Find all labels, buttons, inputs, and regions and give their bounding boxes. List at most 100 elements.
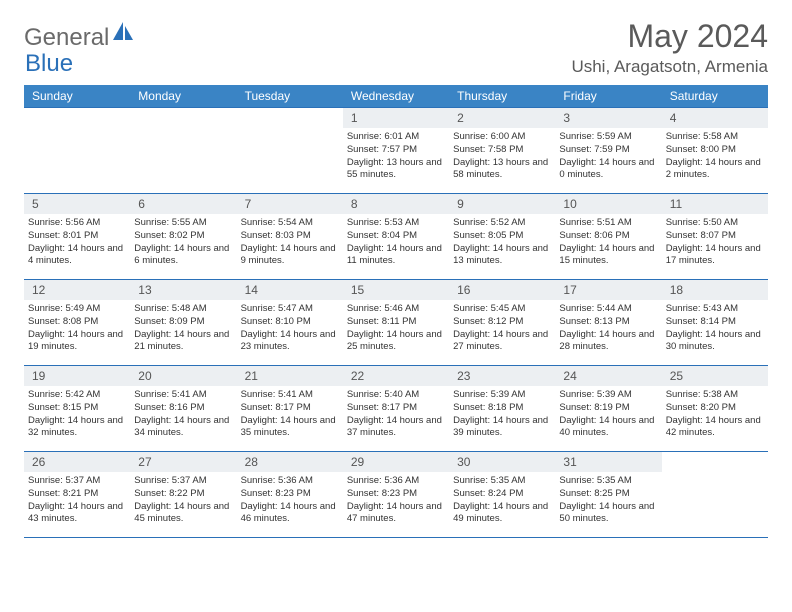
calendar-cell: 16Sunrise: 5:45 AMSunset: 8:12 PMDayligh… — [449, 280, 555, 366]
day-number: 24 — [555, 366, 661, 386]
calendar-week-row: 1Sunrise: 6:01 AMSunset: 7:57 PMDaylight… — [24, 108, 768, 194]
brand-part2: Blue — [25, 50, 73, 78]
calendar-cell: 11Sunrise: 5:50 AMSunset: 8:07 PMDayligh… — [662, 194, 768, 280]
day-content: Sunrise: 5:46 AMSunset: 8:11 PMDaylight:… — [343, 300, 449, 357]
calendar-cell: 23Sunrise: 5:39 AMSunset: 8:18 PMDayligh… — [449, 366, 555, 452]
calendar-cell: 18Sunrise: 5:43 AMSunset: 8:14 PMDayligh… — [662, 280, 768, 366]
day-content: Sunrise: 5:56 AMSunset: 8:01 PMDaylight:… — [24, 214, 130, 271]
day-header: Saturday — [662, 85, 768, 108]
day-number: 25 — [662, 366, 768, 386]
calendar-cell: 2Sunrise: 6:00 AMSunset: 7:58 PMDaylight… — [449, 108, 555, 194]
day-number: 22 — [343, 366, 449, 386]
day-content: Sunrise: 5:36 AMSunset: 8:23 PMDaylight:… — [343, 472, 449, 529]
calendar-header-row: SundayMondayTuesdayWednesdayThursdayFrid… — [24, 85, 768, 108]
calendar-cell: 13Sunrise: 5:48 AMSunset: 8:09 PMDayligh… — [130, 280, 236, 366]
logo-sail-icon — [113, 22, 135, 47]
calendar-cell: 15Sunrise: 5:46 AMSunset: 8:11 PMDayligh… — [343, 280, 449, 366]
day-content: Sunrise: 5:35 AMSunset: 8:25 PMDaylight:… — [555, 472, 661, 529]
calendar-cell: 8Sunrise: 5:53 AMSunset: 8:04 PMDaylight… — [343, 194, 449, 280]
title-block: May 2024 Ushi, Aragatsotn, Armenia — [571, 18, 768, 77]
day-header: Monday — [130, 85, 236, 108]
day-content: Sunrise: 5:52 AMSunset: 8:05 PMDaylight:… — [449, 214, 555, 271]
day-number: 1 — [343, 108, 449, 128]
day-number: 15 — [343, 280, 449, 300]
calendar-week-row: 12Sunrise: 5:49 AMSunset: 8:08 PMDayligh… — [24, 280, 768, 366]
day-number: 13 — [130, 280, 236, 300]
calendar-cell: 29Sunrise: 5:36 AMSunset: 8:23 PMDayligh… — [343, 452, 449, 538]
calendar-cell: 21Sunrise: 5:41 AMSunset: 8:17 PMDayligh… — [237, 366, 343, 452]
day-number: 6 — [130, 194, 236, 214]
day-content: Sunrise: 5:55 AMSunset: 8:02 PMDaylight:… — [130, 214, 236, 271]
day-content: Sunrise: 5:36 AMSunset: 8:23 PMDaylight:… — [237, 472, 343, 529]
day-content: Sunrise: 6:01 AMSunset: 7:57 PMDaylight:… — [343, 128, 449, 185]
day-content: Sunrise: 5:47 AMSunset: 8:10 PMDaylight:… — [237, 300, 343, 357]
day-content: Sunrise: 5:41 AMSunset: 8:17 PMDaylight:… — [237, 386, 343, 443]
day-number: 29 — [343, 452, 449, 472]
day-content: Sunrise: 5:58 AMSunset: 8:00 PMDaylight:… — [662, 128, 768, 185]
calendar-table: SundayMondayTuesdayWednesdayThursdayFrid… — [24, 85, 768, 538]
day-header: Wednesday — [343, 85, 449, 108]
calendar-cell: 12Sunrise: 5:49 AMSunset: 8:08 PMDayligh… — [24, 280, 130, 366]
calendar-cell: 30Sunrise: 5:35 AMSunset: 8:24 PMDayligh… — [449, 452, 555, 538]
day-content: Sunrise: 5:38 AMSunset: 8:20 PMDaylight:… — [662, 386, 768, 443]
day-number: 5 — [24, 194, 130, 214]
day-content: Sunrise: 5:40 AMSunset: 8:17 PMDaylight:… — [343, 386, 449, 443]
day-header: Friday — [555, 85, 661, 108]
day-number: 10 — [555, 194, 661, 214]
day-number: 7 — [237, 194, 343, 214]
calendar-cell: 27Sunrise: 5:37 AMSunset: 8:22 PMDayligh… — [130, 452, 236, 538]
day-number: 16 — [449, 280, 555, 300]
calendar-week-row: 19Sunrise: 5:42 AMSunset: 8:15 PMDayligh… — [24, 366, 768, 452]
day-number: 4 — [662, 108, 768, 128]
day-content: Sunrise: 6:00 AMSunset: 7:58 PMDaylight:… — [449, 128, 555, 185]
calendar-cell — [237, 108, 343, 194]
calendar-cell: 14Sunrise: 5:47 AMSunset: 8:10 PMDayligh… — [237, 280, 343, 366]
calendar-cell: 6Sunrise: 5:55 AMSunset: 8:02 PMDaylight… — [130, 194, 236, 280]
calendar-cell: 1Sunrise: 6:01 AMSunset: 7:57 PMDaylight… — [343, 108, 449, 194]
calendar-week-row: 26Sunrise: 5:37 AMSunset: 8:21 PMDayligh… — [24, 452, 768, 538]
day-number: 18 — [662, 280, 768, 300]
day-content: Sunrise: 5:41 AMSunset: 8:16 PMDaylight:… — [130, 386, 236, 443]
day-content: Sunrise: 5:44 AMSunset: 8:13 PMDaylight:… — [555, 300, 661, 357]
calendar-week-row: 5Sunrise: 5:56 AMSunset: 8:01 PMDaylight… — [24, 194, 768, 280]
location-subtitle: Ushi, Aragatsotn, Armenia — [571, 57, 768, 77]
day-number: 21 — [237, 366, 343, 386]
day-content: Sunrise: 5:51 AMSunset: 8:06 PMDaylight:… — [555, 214, 661, 271]
day-content: Sunrise: 5:37 AMSunset: 8:21 PMDaylight:… — [24, 472, 130, 529]
day-number: 23 — [449, 366, 555, 386]
day-content: Sunrise: 5:42 AMSunset: 8:15 PMDaylight:… — [24, 386, 130, 443]
day-number: 27 — [130, 452, 236, 472]
calendar-cell: 5Sunrise: 5:56 AMSunset: 8:01 PMDaylight… — [24, 194, 130, 280]
day-header: Thursday — [449, 85, 555, 108]
calendar-cell — [662, 452, 768, 538]
calendar-cell: 4Sunrise: 5:58 AMSunset: 8:00 PMDaylight… — [662, 108, 768, 194]
calendar-cell: 20Sunrise: 5:41 AMSunset: 8:16 PMDayligh… — [130, 366, 236, 452]
day-number: 28 — [237, 452, 343, 472]
day-number: 14 — [237, 280, 343, 300]
day-number: 11 — [662, 194, 768, 214]
day-number: 2 — [449, 108, 555, 128]
day-number: 20 — [130, 366, 236, 386]
brand-logo: General — [24, 18, 137, 52]
calendar-cell: 10Sunrise: 5:51 AMSunset: 8:06 PMDayligh… — [555, 194, 661, 280]
day-number: 3 — [555, 108, 661, 128]
calendar-cell — [130, 108, 236, 194]
day-number: 19 — [24, 366, 130, 386]
day-content: Sunrise: 5:53 AMSunset: 8:04 PMDaylight:… — [343, 214, 449, 271]
day-content: Sunrise: 5:39 AMSunset: 8:18 PMDaylight:… — [449, 386, 555, 443]
day-content: Sunrise: 5:48 AMSunset: 8:09 PMDaylight:… — [130, 300, 236, 357]
calendar-cell: 3Sunrise: 5:59 AMSunset: 7:59 PMDaylight… — [555, 108, 661, 194]
day-number: 26 — [24, 452, 130, 472]
month-title: May 2024 — [571, 18, 768, 55]
day-header: Sunday — [24, 85, 130, 108]
day-content: Sunrise: 5:59 AMSunset: 7:59 PMDaylight:… — [555, 128, 661, 185]
calendar-cell: 7Sunrise: 5:54 AMSunset: 8:03 PMDaylight… — [237, 194, 343, 280]
day-number: 30 — [449, 452, 555, 472]
day-number: 12 — [24, 280, 130, 300]
day-number: 9 — [449, 194, 555, 214]
calendar-cell: 17Sunrise: 5:44 AMSunset: 8:13 PMDayligh… — [555, 280, 661, 366]
calendar-cell: 25Sunrise: 5:38 AMSunset: 8:20 PMDayligh… — [662, 366, 768, 452]
day-content: Sunrise: 5:35 AMSunset: 8:24 PMDaylight:… — [449, 472, 555, 529]
day-header: Tuesday — [237, 85, 343, 108]
calendar-cell: 19Sunrise: 5:42 AMSunset: 8:15 PMDayligh… — [24, 366, 130, 452]
